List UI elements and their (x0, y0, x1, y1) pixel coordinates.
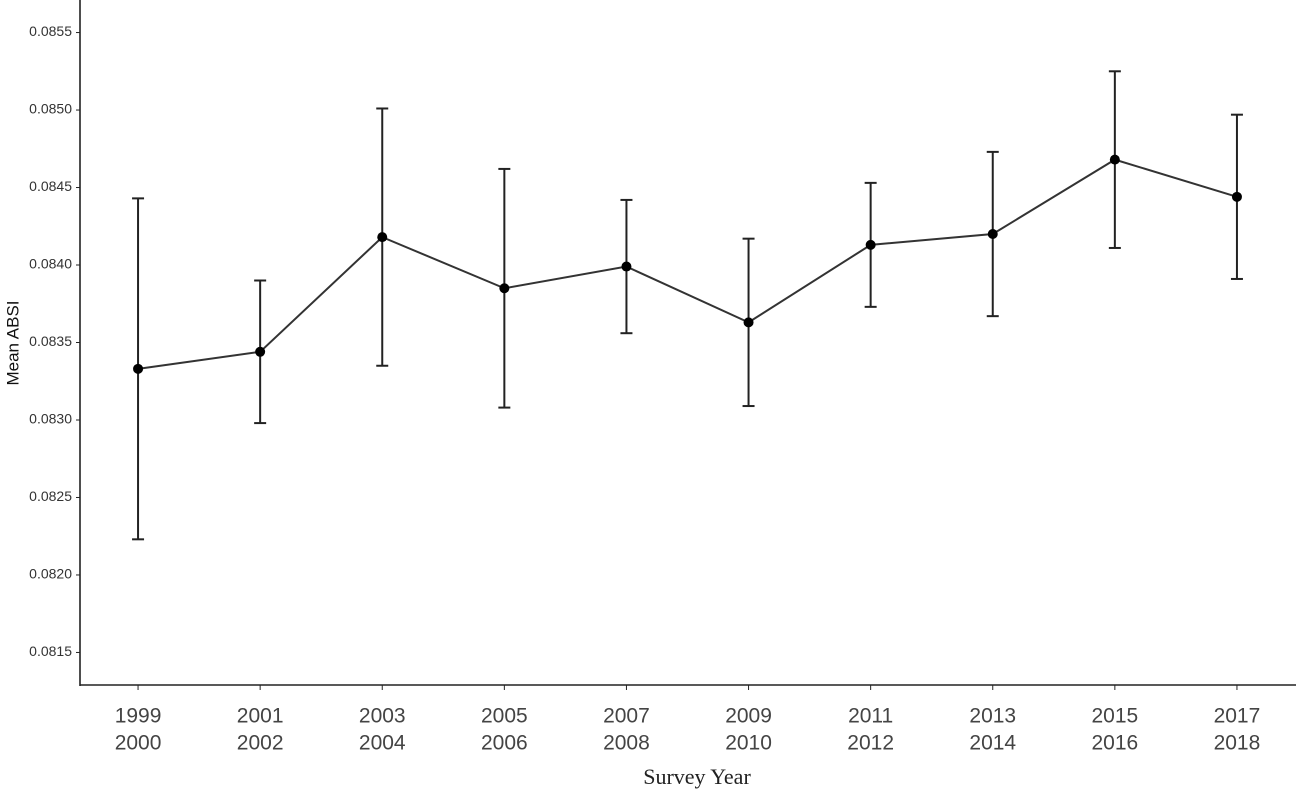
x-tick-label: 2014 (969, 732, 1016, 755)
x-tick-label: 2001 (237, 705, 284, 728)
x-tick-label: 2003 (359, 705, 406, 728)
x-tick-label: 2008 (603, 732, 650, 755)
point (499, 283, 510, 294)
y-axis-label: Mean ABSI (3, 300, 22, 385)
x-tick-label: 2011 (848, 705, 893, 728)
x-tick-label: 2018 (1214, 732, 1261, 755)
x-tick-label: 2013 (969, 705, 1016, 728)
point (377, 232, 388, 243)
x-tick-label: 2006 (481, 732, 528, 755)
y-tick-label: 0.0840 (29, 256, 72, 272)
point (255, 346, 266, 357)
x-tick-label: 2004 (359, 732, 406, 755)
x-tick-label: 2016 (1091, 732, 1138, 755)
y-tick-label: 0.0850 (29, 101, 72, 117)
x-tick-label: 2012 (847, 732, 894, 755)
point (1231, 191, 1242, 202)
y-tick-label: 0.0845 (29, 178, 72, 194)
line (137, 158, 1238, 370)
y-tick-label: 0.0830 (29, 411, 72, 427)
x-axis-label: Survey Year (643, 764, 751, 789)
point (133, 363, 144, 374)
x-tick-label: 2010 (725, 732, 772, 755)
x-tick-label: 2002 (237, 732, 284, 755)
y-tick-label: 0.0835 (29, 333, 72, 349)
y-tick-label: 0.0825 (29, 488, 72, 504)
point (865, 239, 876, 250)
point (621, 261, 632, 272)
y-tick-label: 0.0820 (29, 566, 72, 582)
point (987, 229, 998, 240)
x-tick-label: 2000 (115, 732, 162, 755)
x-tick-label: 2007 (603, 705, 650, 728)
x-tick-label: 2017 (1214, 705, 1261, 728)
x-tick-label: 2015 (1091, 705, 1138, 728)
y-tick-label: 0.0855 (29, 23, 72, 39)
x-tick-label: 2009 (725, 705, 772, 728)
point (743, 317, 754, 328)
point (1109, 154, 1120, 165)
y-tick-label: 0.0815 (29, 643, 72, 659)
x-tick-label: 2005 (481, 705, 528, 728)
x-tick-label: 1999 (115, 705, 162, 728)
